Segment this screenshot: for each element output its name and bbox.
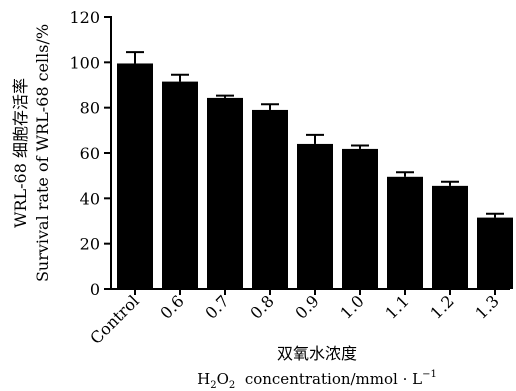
y-tick-label: 20	[80, 235, 100, 254]
bars	[117, 63, 513, 289]
x-axis-label-en: H2O2 concentration/mmol · L−1	[197, 369, 437, 391]
x-tick-label: 0.8	[246, 291, 277, 322]
x-label-sub2: 2	[229, 380, 235, 391]
x-label-rest: concentration/mmol · L	[235, 370, 422, 388]
bar	[342, 148, 378, 289]
x-label-h: H	[197, 370, 210, 388]
bar	[252, 109, 288, 289]
x-tick-label: 1.3	[471, 291, 502, 322]
x-label-sup: −1	[422, 369, 437, 380]
x-tick-label: Control	[86, 291, 143, 348]
y-tick-label: 40	[80, 189, 100, 208]
y-axis-ticks: 0 20 40 60 80 100 120	[69, 8, 111, 299]
bar	[207, 97, 243, 289]
x-tick-label: 1.1	[381, 291, 412, 322]
x-tick-label: 0.7	[201, 291, 232, 322]
bar	[477, 217, 513, 289]
y-axis-label-cn: WRL-68 细胞存活率	[11, 78, 30, 228]
x-axis-ticks: Control 0.6 0.7 0.8 0.9 1.0 1.1 1.2 1.3	[86, 289, 503, 348]
y-tick-label: 0	[90, 280, 100, 299]
x-tick-label: 0.6	[156, 291, 187, 322]
bar	[117, 63, 153, 289]
x-label-o: O	[217, 370, 229, 388]
y-tick-label: 80	[80, 99, 100, 118]
y-tick-label: 100	[69, 53, 100, 72]
x-label-sub1: 2	[210, 380, 216, 391]
x-axis-label-cn: 双氧水浓度	[277, 344, 357, 363]
bar	[297, 143, 333, 289]
bar	[162, 81, 198, 289]
x-tick-label: 1.2	[426, 291, 457, 322]
y-axis-label-en: Survival rate of WRL-68 cells/%	[33, 24, 52, 282]
bar	[387, 176, 423, 289]
y-tick-label: 60	[80, 144, 100, 163]
bar	[432, 185, 468, 289]
y-tick-label: 120	[69, 8, 100, 27]
x-tick-label: 1.0	[336, 291, 367, 322]
error-bars	[126, 51, 504, 218]
x-tick-label: 0.9	[291, 291, 322, 322]
